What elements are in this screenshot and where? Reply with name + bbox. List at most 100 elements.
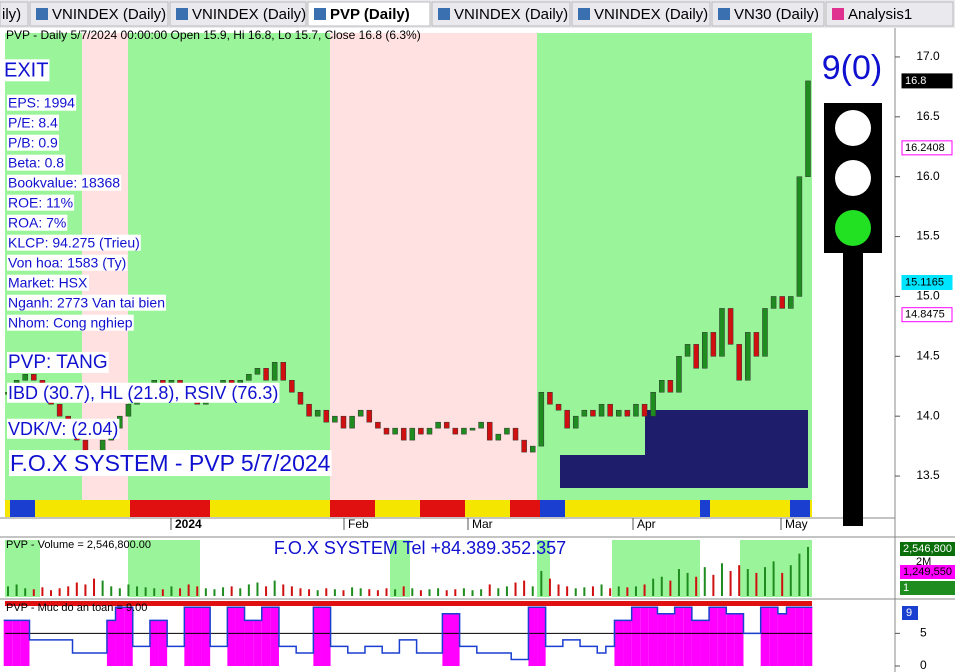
safety-strip [5, 601, 812, 606]
safety-zone [184, 607, 193, 666]
date-label: 2024 [175, 517, 202, 531]
fundamental-box [7, 174, 122, 191]
volume-zone [390, 540, 410, 597]
volume-bar [419, 590, 422, 596]
candle [590, 409, 596, 417]
safety-zone [614, 620, 624, 666]
candle [125, 403, 132, 417]
volume-bar [660, 576, 663, 596]
volume-bar [703, 567, 706, 596]
tab[interactable] [169, 1, 307, 27]
chart-header: PVP - Daily 5/7/2024 00:00:00 Open 15.9,… [6, 28, 421, 42]
candle [254, 368, 261, 375]
candle [667, 380, 674, 393]
volume-bar [798, 553, 801, 596]
fundamental-box [7, 154, 66, 171]
price-tag [901, 274, 953, 290]
volume-bar [342, 590, 345, 596]
brand-box [9, 450, 332, 477]
volume-bar [247, 584, 250, 596]
signal-block [700, 500, 710, 517]
volume-bar [772, 561, 775, 596]
safety-zone [528, 607, 538, 666]
volume-bar [187, 584, 190, 596]
candle [469, 427, 476, 431]
candle [779, 296, 785, 309]
safety-tick-label: 5 [920, 626, 927, 640]
safety-zone [20, 620, 30, 666]
candle [710, 332, 717, 357]
volume-bar [290, 586, 293, 596]
volume-bar [497, 588, 500, 596]
candle [641, 403, 648, 417]
fundamental: KLCP: 94.275 (Trieu) [8, 235, 140, 251]
volume-bar [282, 584, 285, 596]
volume-bar [196, 586, 199, 596]
tab-label[interactable]: PVP (Daily) [330, 6, 410, 23]
date-label: Mar [472, 517, 493, 531]
safety-zone [158, 620, 168, 666]
tab[interactable] [307, 1, 431, 27]
volume-bar [101, 580, 104, 596]
safety-zone [666, 613, 675, 666]
candle [306, 403, 312, 417]
volume-bar [351, 587, 354, 596]
fundamental: Nhom: Cong nghiep [8, 315, 133, 331]
trend-box [7, 352, 109, 374]
candle [736, 344, 742, 381]
tab-label[interactable]: VNINDEX (Daily) [594, 6, 708, 23]
candle [289, 380, 295, 393]
signal-block [420, 500, 465, 517]
tab-label[interactable]: VN30 (Daily) [734, 6, 819, 23]
tab-label[interactable]: Analysis1 [848, 6, 912, 23]
tab[interactable] [29, 1, 169, 27]
ratings-box [7, 382, 280, 403]
tab[interactable] [431, 1, 571, 27]
volume-bar [32, 589, 35, 596]
volume-axis: 2M [916, 556, 931, 568]
candle [495, 433, 502, 441]
safety-zone [115, 607, 125, 666]
safety-zone [734, 613, 744, 666]
volume-zone [740, 540, 812, 597]
candle [676, 356, 682, 393]
fundamental: P/B: 0.9 [8, 135, 58, 151]
safety-zone [235, 607, 245, 666]
volume-bar [75, 582, 78, 596]
tab-label[interactable]: VNINDEX (Daily) [454, 6, 568, 23]
volume-bar [755, 572, 758, 596]
tab[interactable] [0, 1, 29, 27]
volume-bar [617, 586, 620, 596]
volume-bar [583, 587, 586, 596]
candle [246, 374, 252, 381]
safety-zone [3, 620, 13, 666]
signal-count: 9(0) [822, 49, 882, 87]
tab-label[interactable]: VNINDEX (Daily) [52, 6, 166, 23]
volume-tag [900, 581, 955, 595]
candle [366, 409, 373, 423]
volume-bar [84, 584, 87, 596]
safety-zone [760, 607, 770, 666]
tab[interactable] [711, 1, 825, 27]
safety-zone [244, 620, 254, 666]
volume-bar [591, 586, 594, 596]
tab[interactable] [571, 1, 711, 27]
candle [521, 439, 527, 453]
candle [727, 308, 734, 345]
tab[interactable] [825, 1, 954, 27]
safety-zone [192, 607, 202, 666]
candle [271, 362, 278, 381]
tab-icon [718, 8, 730, 20]
vdk-box [7, 418, 120, 439]
candle [684, 344, 691, 357]
candle [31, 374, 37, 381]
candle [702, 332, 708, 369]
safety-zone [674, 607, 684, 666]
y-tick-label: 14.5 [916, 348, 940, 362]
y-tick-label: 17.0 [916, 49, 940, 63]
tab-label[interactable]: VNINDEX (Daily) [192, 6, 306, 23]
tab-label[interactable]: ily) [2, 6, 21, 23]
volume-bar [50, 590, 53, 596]
fundamental: P/E: 8.4 [8, 115, 58, 131]
tab-icon [36, 8, 48, 20]
